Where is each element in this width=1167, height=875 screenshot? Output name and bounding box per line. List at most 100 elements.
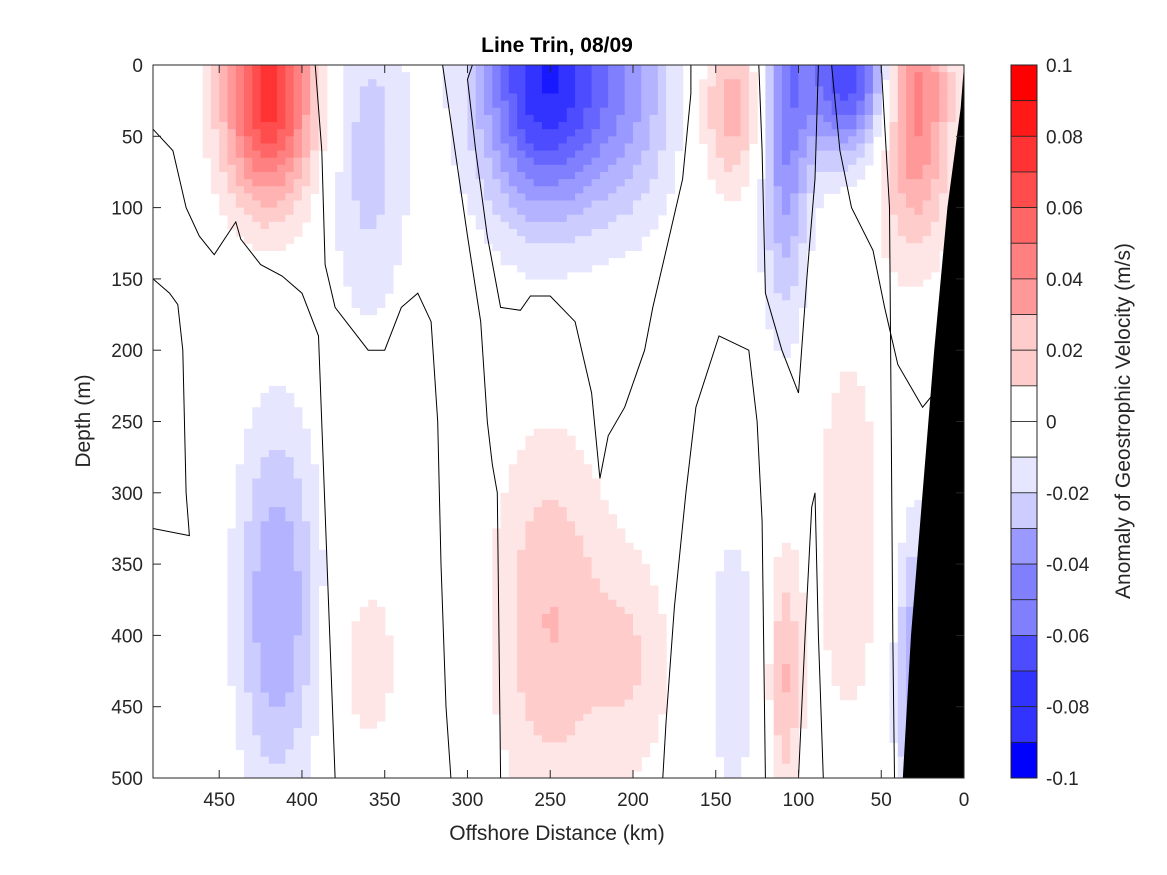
field-cell <box>839 129 849 137</box>
field-cell <box>831 606 841 615</box>
field-cell <box>765 663 775 672</box>
field-cell <box>732 713 742 722</box>
field-cell <box>525 164 535 173</box>
field-cell <box>864 571 874 579</box>
field-cell <box>500 164 510 173</box>
field-cell <box>343 207 353 216</box>
field-cell <box>368 72 378 80</box>
field-cell <box>864 485 874 494</box>
field-cell <box>599 713 609 722</box>
field-cell <box>550 86 560 95</box>
field-cell <box>484 86 493 95</box>
field-cell <box>227 93 237 102</box>
y-tick-label: 300 <box>111 484 143 505</box>
field-cell <box>624 571 634 579</box>
field-cell <box>740 72 750 80</box>
field-cell <box>657 164 667 173</box>
field-cell <box>724 699 733 708</box>
field-cell <box>740 692 750 701</box>
field-cell <box>459 107 469 116</box>
field-cell <box>724 86 733 95</box>
field-cell <box>575 649 584 658</box>
field-cell <box>260 749 270 758</box>
field-cell <box>268 72 278 80</box>
field-cell <box>318 79 328 87</box>
field-cell <box>293 143 303 152</box>
field-cell <box>268 193 278 202</box>
field-cell <box>939 143 949 152</box>
field-cell <box>632 720 642 729</box>
field-cell <box>715 678 725 686</box>
field-cell <box>227 143 237 152</box>
field-cell <box>351 656 361 665</box>
field-cell <box>550 442 560 451</box>
field-cell <box>301 478 311 487</box>
field-cell <box>583 706 593 715</box>
field-cell <box>277 150 287 159</box>
field-cell <box>724 671 733 679</box>
field-cell <box>525 143 535 152</box>
field-cell <box>781 571 791 579</box>
field-cell <box>715 93 725 102</box>
field-cell <box>459 72 469 80</box>
field-cell <box>227 79 237 87</box>
field-cell <box>599 528 609 537</box>
field-cell <box>293 450 303 458</box>
field-cell <box>748 122 758 130</box>
field-cell <box>359 129 369 137</box>
field-cell <box>235 599 245 608</box>
field-cell <box>260 585 270 594</box>
field-cell <box>310 114 320 123</box>
field-cell <box>624 728 634 736</box>
field-cell <box>368 599 378 608</box>
field-cell <box>508 585 518 594</box>
field-cell <box>541 585 551 594</box>
field-cell <box>508 571 518 579</box>
field-cell <box>781 335 791 344</box>
field-cell <box>815 65 824 73</box>
field-cell <box>657 100 667 109</box>
colorbar-tick-label: -0.08 <box>1046 698 1089 719</box>
field-cell <box>897 236 907 244</box>
field-cell <box>401 122 411 130</box>
field-cell <box>632 564 642 572</box>
field-cell <box>599 656 609 665</box>
field-cell <box>740 79 750 87</box>
field-cell <box>781 663 791 672</box>
field-cell <box>897 136 907 145</box>
field-cell <box>285 150 295 159</box>
field-cell <box>244 649 253 658</box>
field-cell <box>558 621 568 629</box>
field-cell <box>757 200 766 209</box>
field-cell <box>790 143 800 152</box>
field-cell <box>757 214 766 223</box>
field-cell <box>508 671 518 679</box>
field-cell <box>525 100 535 109</box>
field-cell <box>599 228 609 237</box>
field-cell <box>641 735 651 743</box>
field-cell <box>525 250 535 259</box>
field-cell <box>930 250 940 259</box>
field-cell <box>773 621 783 629</box>
field-cell <box>525 179 535 187</box>
field-cell <box>235 485 245 494</box>
field-cell <box>285 193 295 202</box>
field-cell <box>831 471 841 480</box>
field-cell <box>939 236 949 244</box>
field-cell <box>484 93 493 102</box>
field-cell <box>566 535 576 544</box>
field-cell <box>616 528 626 537</box>
field-cell <box>484 65 493 73</box>
field-cell <box>906 186 915 194</box>
field-cell <box>268 749 278 758</box>
field-cell <box>517 549 526 558</box>
field-cell <box>550 592 560 601</box>
field-cell <box>773 628 783 636</box>
field-cell <box>715 621 725 629</box>
field-cell <box>930 129 940 137</box>
field-cell <box>575 770 584 778</box>
field-cell <box>467 193 477 202</box>
field-cell <box>889 65 899 73</box>
field-cell <box>384 271 394 280</box>
field-cell <box>616 728 626 736</box>
